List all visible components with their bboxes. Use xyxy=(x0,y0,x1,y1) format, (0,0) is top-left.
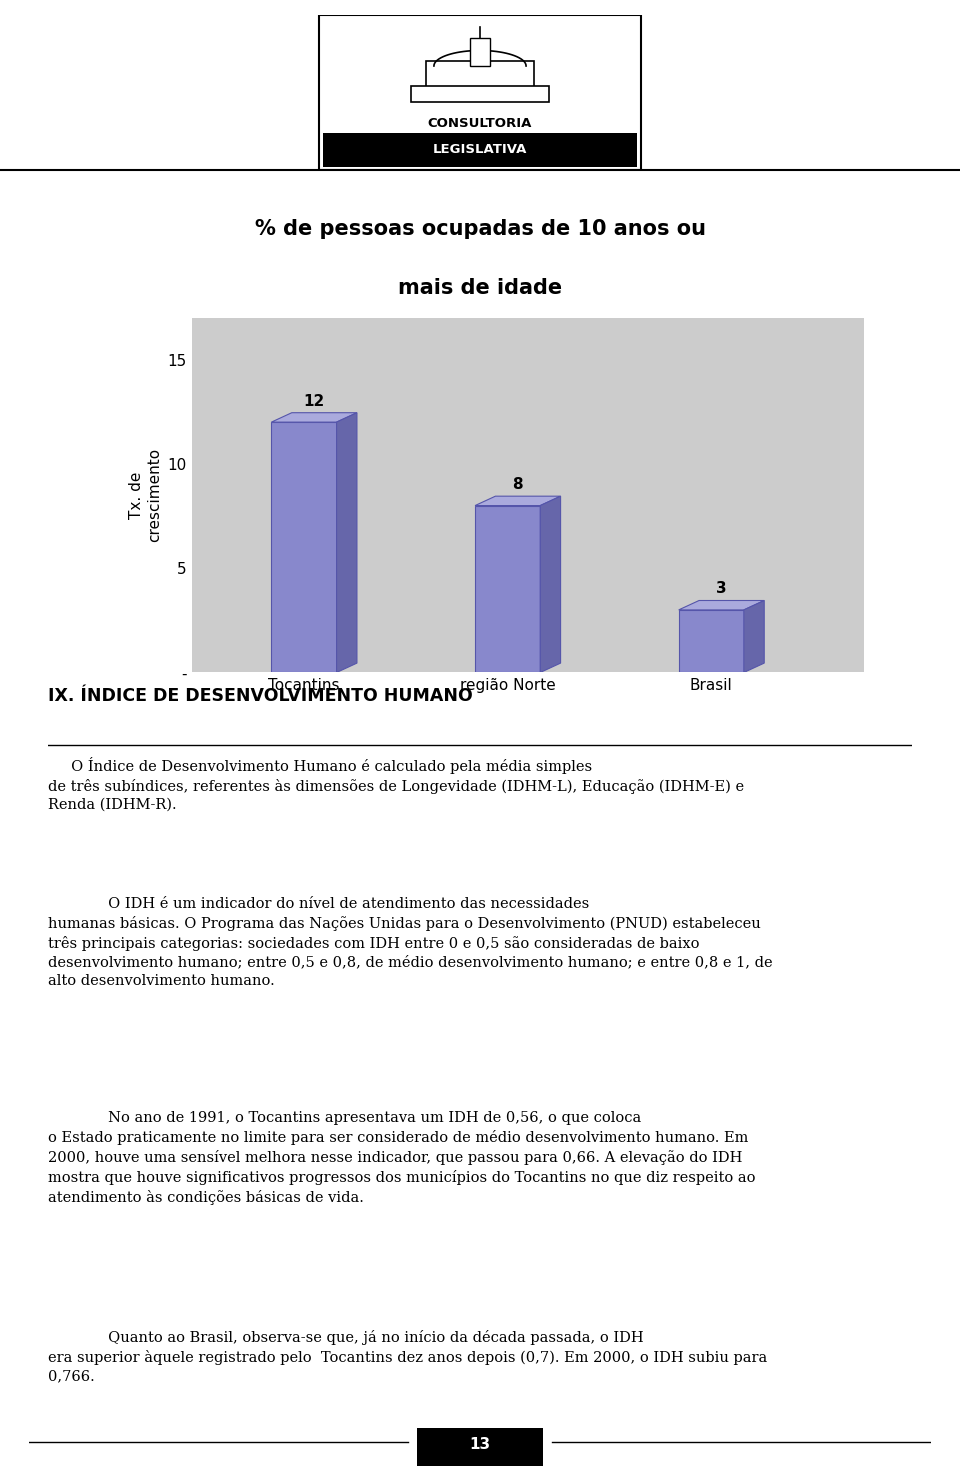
Text: % de pessoas ocupadas de 10 anos ou: % de pessoas ocupadas de 10 anos ou xyxy=(254,219,706,239)
Text: 8: 8 xyxy=(513,477,523,492)
Text: 13: 13 xyxy=(469,1438,491,1453)
Text: mais de idade: mais de idade xyxy=(398,278,562,297)
Text: O IDH é um indicador do nível de atendimento das necessidades
humanas básicas. O: O IDH é um indicador do nível de atendim… xyxy=(48,897,773,987)
Polygon shape xyxy=(679,600,764,610)
Polygon shape xyxy=(434,50,526,67)
FancyBboxPatch shape xyxy=(470,38,490,67)
FancyBboxPatch shape xyxy=(679,610,744,672)
Text: 3: 3 xyxy=(716,581,727,596)
Text: 12: 12 xyxy=(303,393,324,408)
Text: IX. ÍNDICE DE DESENVOLVIMENTO HUMANO: IX. ÍNDICE DE DESENVOLVIMENTO HUMANO xyxy=(48,687,472,705)
FancyBboxPatch shape xyxy=(475,505,540,672)
Polygon shape xyxy=(540,497,561,672)
Polygon shape xyxy=(475,497,561,505)
Polygon shape xyxy=(337,412,357,672)
Text: Quanto ao Brasil, observa-se que, já no início da década passada, o IDH
era supe: Quanto ao Brasil, observa-se que, já no … xyxy=(48,1330,767,1383)
Polygon shape xyxy=(272,412,357,423)
Text: O Índice de Desenvolvimento Humano é calculado pela média simples
de três subínd: O Índice de Desenvolvimento Humano é cal… xyxy=(48,757,744,811)
Y-axis label: Tx. de
crescimento: Tx. de crescimento xyxy=(130,448,161,542)
FancyBboxPatch shape xyxy=(319,15,641,170)
FancyBboxPatch shape xyxy=(323,133,637,167)
FancyBboxPatch shape xyxy=(411,86,549,102)
Polygon shape xyxy=(744,600,764,672)
FancyBboxPatch shape xyxy=(272,423,337,672)
Text: No ano de 1991, o Tocantins apresentava um IDH de 0,56, o que coloca
o Estado pr: No ano de 1991, o Tocantins apresentava … xyxy=(48,1111,756,1205)
FancyBboxPatch shape xyxy=(426,61,534,89)
Text: CONSULTORIA: CONSULTORIA xyxy=(428,117,532,130)
FancyBboxPatch shape xyxy=(417,1428,543,1466)
Text: LEGISLATIVA: LEGISLATIVA xyxy=(433,143,527,157)
